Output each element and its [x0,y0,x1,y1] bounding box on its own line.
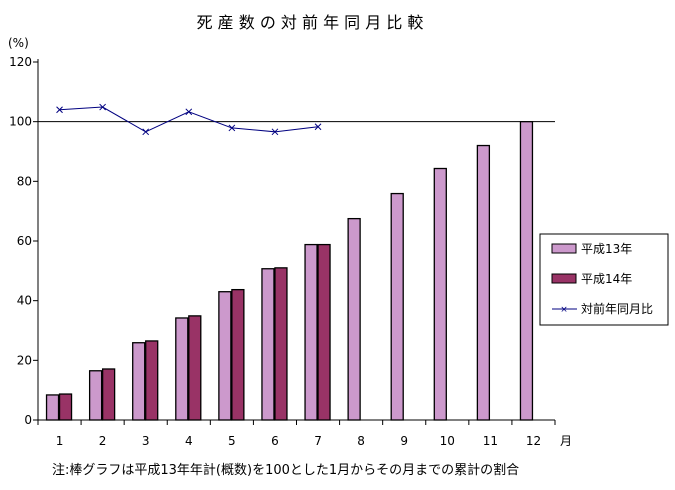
bar-h13 [88,370,103,421]
legend-swatch-h14 [551,273,577,284]
ratio-point [185,108,193,116]
y-tick-label: 20 [17,353,32,367]
y-tick-label: 0 [24,413,32,427]
x-axis-label: 月 [560,434,572,448]
legend-swatch-h13 [551,243,577,254]
x-tick-label: 7 [314,434,322,448]
bar-h14 [188,315,202,421]
x-tick-label: 8 [357,434,365,448]
y-tick-label: 60 [17,234,32,248]
bar-h13 [433,167,447,421]
bar-h14 [274,267,288,421]
ratio-point [142,128,150,136]
bar-h13 [218,291,232,421]
legend-label-h14: 平成14年 [581,272,632,286]
y-tick-label: 80 [17,174,32,188]
ratio-point [271,128,279,136]
y-axis-label: (%) [8,36,29,50]
ratio-point [314,123,322,131]
y-tick-label: 120 [9,55,32,69]
bar-h14 [317,243,331,421]
x-tick-label: 1 [56,434,64,448]
legend-label-h13: 平成13年 [581,242,632,256]
legend: 平成13年 平成14年 × 対前年同月比 [539,233,669,326]
x-tick-label: 6 [271,434,279,448]
bar-h14 [231,288,245,421]
bar-h14 [58,393,73,421]
bar-h13 [476,144,491,421]
bar-h14 [145,340,159,421]
x-tick-label: 3 [142,434,150,448]
bar-h13 [390,192,404,421]
x-tick-label: 5 [228,434,236,448]
bar-h13 [304,243,318,421]
ratio-line [59,106,319,133]
x-tick-label: 10 [440,434,455,448]
ratio-point [99,103,106,111]
bar-h14 [101,368,116,421]
chart-title: 死 産 数 の 対 前 年 同 月 比 較 [197,13,424,32]
legend-label-ratio: 対前年同月比 [581,301,653,316]
x-tick-label: 4 [185,434,193,448]
bar-h13 [347,217,361,421]
x-tick-label: 11 [483,434,498,448]
bar-h13 [261,268,275,421]
bar-h13 [175,317,189,421]
bar-h13 [45,394,60,421]
footnote: 注:棒グラフは平成13年年計(概数)を100とした1月からその月までの累計の割合 [52,462,519,478]
bar-h13 [132,342,146,421]
x-tick-label: 9 [400,434,408,448]
y-tick-label: 40 [17,294,32,308]
y-tick-label: 100 [9,115,32,129]
bar-h13 [519,121,534,421]
legend-marker-icon: × [560,305,568,315]
x-tick-label: 2 [99,434,107,448]
x-tick-label: 12 [526,434,541,448]
ratio-point [56,106,63,114]
ratio-point [228,124,236,132]
